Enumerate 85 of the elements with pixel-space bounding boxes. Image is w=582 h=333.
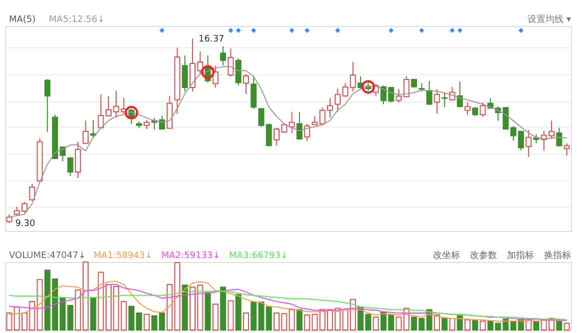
bar	[6, 312, 12, 330]
point	[289, 28, 294, 33]
point	[362, 80, 375, 94]
bar	[442, 317, 448, 330]
bar	[36, 279, 43, 330]
bar	[67, 305, 74, 330]
bar	[456, 315, 463, 330]
candlestick	[220, 46, 226, 66]
bar	[90, 298, 96, 330]
bar	[120, 300, 127, 330]
candlestick	[564, 142, 570, 156]
bar	[212, 304, 218, 330]
bar	[182, 284, 188, 330]
candlestick	[182, 54, 188, 92]
candlestick	[74, 141, 81, 179]
candlestick	[29, 184, 36, 202]
candlestick	[228, 48, 234, 77]
text: 加指标	[507, 250, 534, 261]
text: 换指标	[544, 250, 571, 261]
candlestick	[456, 81, 463, 108]
point	[251, 28, 256, 33]
bar	[472, 320, 478, 330]
bar	[449, 318, 456, 330]
bar	[480, 320, 486, 330]
candlestick	[434, 88, 440, 114]
point	[457, 28, 462, 33]
candlestick	[312, 115, 318, 126]
text: MA5:12.56↓	[48, 15, 105, 25]
bar	[242, 312, 249, 330]
bar	[464, 319, 470, 330]
text: 改参数	[470, 250, 497, 261]
candlestick	[82, 120, 89, 144]
point	[159, 28, 164, 33]
candlestick	[90, 119, 96, 138]
candlestick	[442, 92, 448, 108]
candlestick	[144, 119, 150, 130]
text: MA1:58943↓	[94, 251, 152, 261]
candlestick	[480, 102, 486, 118]
text: 改坐标	[433, 250, 460, 261]
candlestick	[556, 127, 562, 147]
candlestick	[288, 111, 295, 134]
point	[419, 28, 424, 33]
bar	[372, 316, 379, 330]
candlestick	[304, 123, 310, 142]
point	[236, 28, 241, 33]
point	[124, 106, 138, 120]
point	[228, 28, 234, 33]
point	[335, 28, 340, 33]
text: 设置均线 ▾	[528, 14, 572, 25]
point	[304, 28, 310, 33]
bar	[204, 292, 211, 330]
bar	[288, 309, 295, 330]
candlestick	[472, 106, 478, 117]
candlestick	[533, 134, 540, 144]
bar	[556, 320, 562, 330]
bar	[144, 314, 150, 330]
candlestick	[250, 76, 257, 110]
candlestick	[334, 88, 341, 112]
bar	[228, 300, 234, 330]
bar	[250, 302, 257, 330]
candlestick	[235, 58, 242, 86]
candlestick	[44, 78, 50, 132]
annotation: 16.37	[198, 34, 224, 45]
bar	[434, 314, 440, 330]
point	[450, 28, 455, 33]
candlestick	[242, 73, 249, 94]
point	[518, 28, 524, 33]
bar	[296, 309, 302, 330]
text: MA2:59133↓	[161, 251, 220, 261]
bar	[564, 322, 570, 330]
candlestick	[464, 102, 470, 116]
legend-title: MA(5)	[9, 15, 36, 25]
bar	[220, 286, 226, 330]
candlestick	[296, 112, 302, 140]
bar	[526, 319, 532, 330]
series-label: VOLUME:47047↓	[9, 251, 86, 261]
bar	[533, 321, 540, 330]
candlestick	[426, 80, 432, 105]
annotation: 9.30	[15, 218, 36, 229]
point	[388, 28, 394, 33]
point	[201, 65, 214, 79]
bar	[235, 294, 242, 330]
candlestick	[67, 156, 74, 176]
text: MA3:66793↓	[229, 251, 288, 261]
candlestick	[526, 129, 532, 158]
